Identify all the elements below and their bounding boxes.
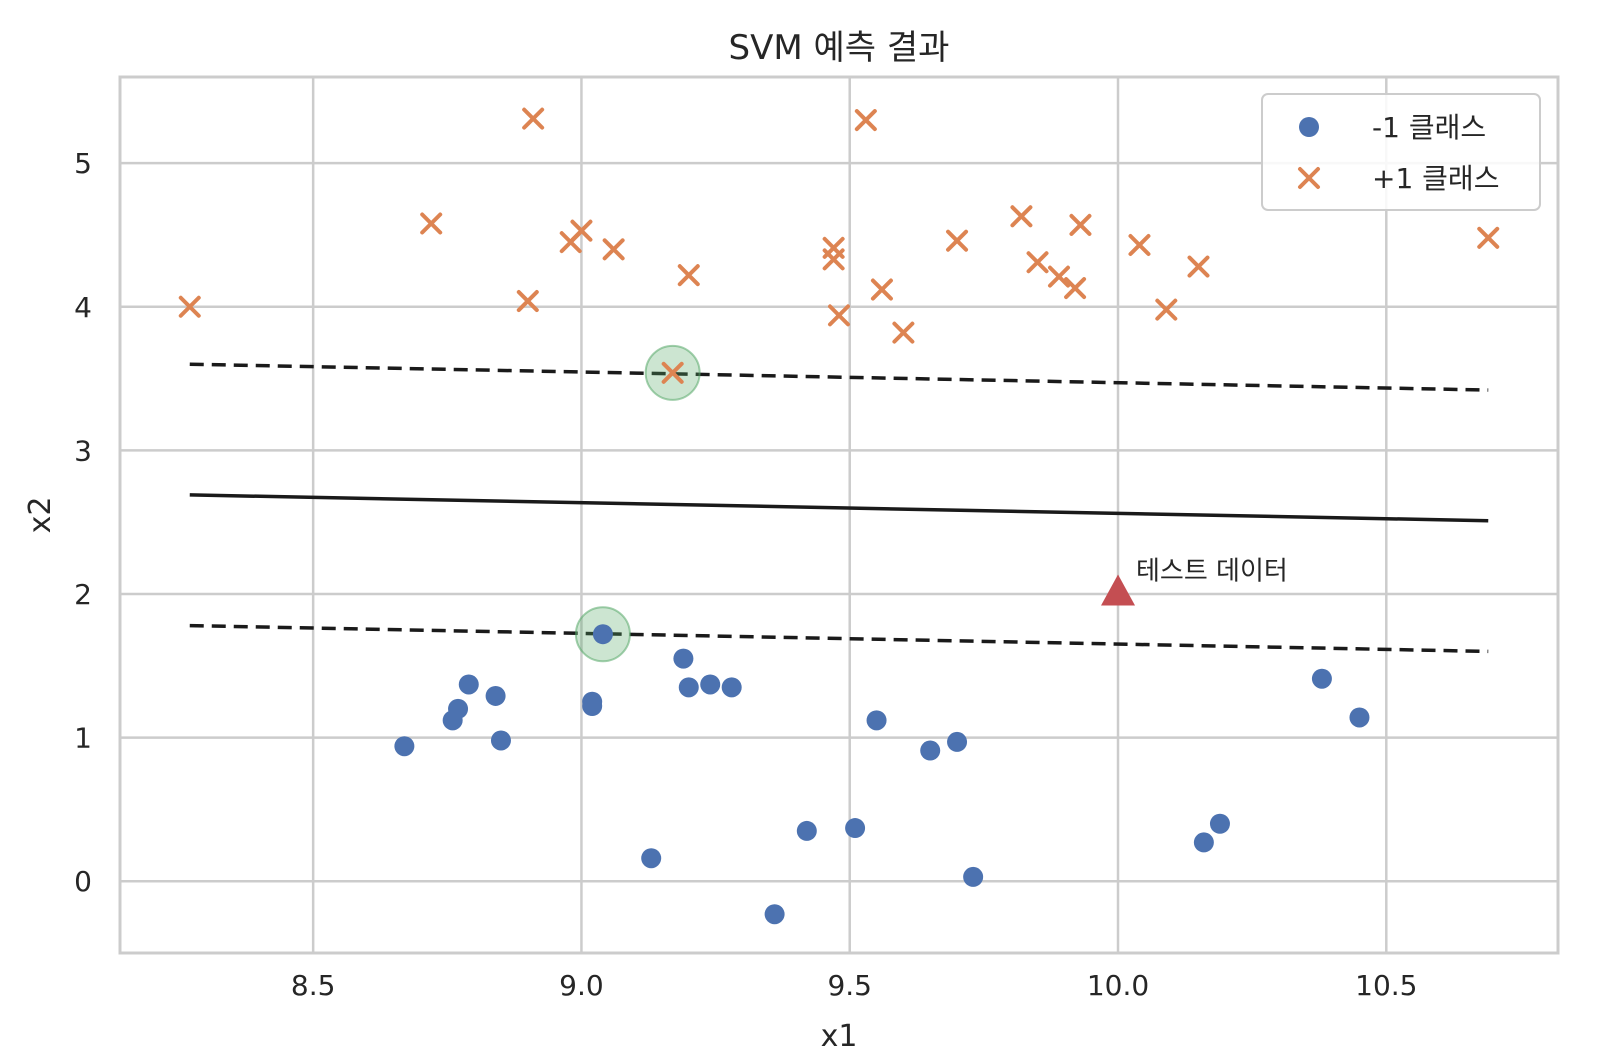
point-pos-class bbox=[1155, 298, 1178, 321]
y-tick-label: 2 bbox=[74, 578, 92, 611]
point-pos-class bbox=[946, 229, 969, 252]
y-tick-label: 4 bbox=[74, 291, 92, 324]
point-neg-class bbox=[1311, 668, 1332, 689]
point-neg-class bbox=[394, 736, 415, 757]
point-neg-class bbox=[866, 710, 887, 731]
plot-frame bbox=[118, 75, 1560, 955]
point-pos-class bbox=[822, 236, 845, 259]
x-axis-label: x1 bbox=[821, 1019, 858, 1054]
point-neg-class bbox=[678, 677, 699, 698]
x-tick-label: 10.5 bbox=[1355, 969, 1417, 1002]
point-pos-class bbox=[602, 238, 625, 261]
y-tick-label: 0 bbox=[74, 865, 92, 898]
legend: -1 클래스 +1 클래스 bbox=[1261, 93, 1541, 211]
point-pos-class bbox=[178, 295, 201, 318]
legend-box bbox=[1261, 93, 1541, 211]
point-neg-class bbox=[458, 674, 479, 695]
y-tick-label: 3 bbox=[74, 434, 92, 467]
decision-lines bbox=[189, 362, 1489, 654]
point-pos-class bbox=[1477, 226, 1500, 249]
point-neg-class bbox=[1193, 832, 1214, 853]
test-point-group: 테스트 데이터 bbox=[1101, 557, 1288, 606]
legend-label-pos: +1 클래스 bbox=[1372, 162, 1499, 195]
legend-marker-pos bbox=[1298, 167, 1320, 189]
point-neg-class bbox=[764, 904, 785, 925]
point-pos-class bbox=[1047, 265, 1070, 288]
point-neg-class bbox=[1349, 707, 1370, 728]
decision-boundary bbox=[189, 493, 1489, 523]
x-tick-label: 8.5 bbox=[291, 969, 336, 1002]
point-neg-class bbox=[448, 698, 469, 719]
point-neg-class bbox=[920, 740, 941, 761]
point-pos-class bbox=[420, 212, 443, 235]
point-neg-class bbox=[582, 691, 603, 712]
y-tick-label: 5 bbox=[74, 147, 92, 180]
point-neg-class bbox=[592, 624, 613, 645]
point-neg-class bbox=[845, 818, 866, 839]
point-neg-class bbox=[963, 866, 984, 887]
margin-lower bbox=[189, 623, 1489, 654]
point-pos-class bbox=[516, 290, 539, 313]
point-pos-class bbox=[570, 219, 593, 242]
data-points bbox=[178, 107, 1500, 925]
point-pos-class bbox=[1010, 205, 1033, 228]
point-pos-class bbox=[870, 278, 893, 301]
x-tick-label: 9.5 bbox=[827, 969, 872, 1002]
point-neg-class bbox=[721, 677, 742, 698]
x-tick-label: 10.0 bbox=[1087, 969, 1149, 1002]
point-neg-class bbox=[700, 674, 721, 695]
y-tick-label: 1 bbox=[74, 722, 92, 755]
point-pos-class bbox=[1069, 213, 1092, 236]
point-pos-class bbox=[854, 109, 877, 132]
point-pos-class bbox=[828, 304, 850, 327]
grid-lines bbox=[120, 77, 1558, 953]
margin-upper bbox=[189, 362, 1489, 392]
x-tick-label: 9.0 bbox=[559, 969, 604, 1002]
point-neg-class bbox=[1209, 813, 1230, 834]
point-pos-class bbox=[1064, 277, 1087, 300]
point-neg-class bbox=[947, 731, 968, 752]
point-neg-class bbox=[641, 848, 662, 869]
point-pos-class bbox=[1187, 255, 1210, 278]
point-neg-class bbox=[673, 648, 694, 669]
point-pos-class bbox=[677, 264, 700, 287]
point-neg-class bbox=[490, 730, 511, 751]
point-neg-class bbox=[796, 820, 817, 841]
point-pos-class bbox=[1128, 234, 1151, 257]
legend-label-neg: -1 클래스 bbox=[1372, 111, 1486, 144]
legend-marker-neg bbox=[1299, 117, 1319, 137]
point-pos-class bbox=[1026, 251, 1049, 274]
chart-title: SVM 예측 결과 bbox=[729, 28, 950, 68]
test-point-label: 테스트 데이터 bbox=[1136, 557, 1288, 587]
point-pos-class bbox=[661, 361, 684, 384]
point-pos-class bbox=[522, 107, 545, 130]
test-point-marker bbox=[1101, 574, 1136, 606]
y-axis-label: x2 bbox=[23, 497, 58, 534]
point-pos-class bbox=[892, 321, 915, 344]
point-neg-class bbox=[485, 685, 506, 706]
tick-labels: 8.5 9.0 9.5 10.0 10.5 0 1 2 3 4 5 bbox=[74, 147, 1417, 1002]
